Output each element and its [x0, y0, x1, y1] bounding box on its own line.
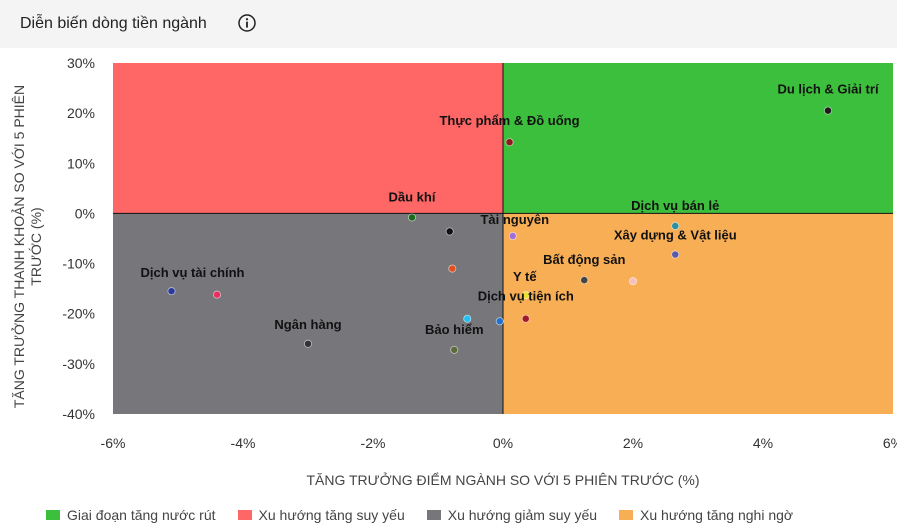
y-tick-label: 10% [67, 155, 95, 171]
legend-item-weakening-uptrend[interactable]: Xu hướng tăng suy yếu [237, 507, 405, 523]
x-tick-label: 2% [623, 435, 643, 451]
data-point[interactable] [508, 231, 517, 240]
data-point-label: Thực phẩm & Đồ uống [439, 113, 579, 128]
data-point[interactable] [824, 106, 833, 115]
quadrant-bottom-right [503, 213, 893, 414]
quadrant-top-right [503, 63, 893, 214]
data-point-label: Dầu khí [389, 189, 436, 204]
x-tick-label: 4% [753, 435, 773, 451]
x-tick-label: -4% [231, 435, 256, 451]
data-point-label: Dịch vụ tiện ích [478, 289, 574, 304]
chart-header: Diễn biến dòng tiền ngành [0, 0, 897, 48]
data-point[interactable] [463, 314, 472, 323]
chart-legend: Giai đoạn tăng nước rút Xu hướng tăng su… [46, 506, 815, 524]
x-tick-label: 6% [883, 435, 897, 451]
x-tick-label: -6% [101, 435, 126, 451]
y-tick-label: 0% [75, 205, 95, 221]
data-point[interactable] [448, 264, 457, 273]
data-point[interactable] [495, 317, 504, 326]
y-tick-label: -10% [62, 256, 95, 272]
legend-item-accelerating[interactable]: Giai đoạn tăng nước rút [46, 507, 216, 523]
data-point[interactable] [212, 290, 221, 299]
legend-label: Giai đoạn tăng nước rút [67, 507, 216, 523]
x-tick-label: 0% [493, 435, 513, 451]
legend-item-doubtful-uptrend[interactable]: Xu hướng tăng nghi ngờ [619, 507, 793, 523]
data-point[interactable] [505, 138, 514, 147]
data-point-label: Xây dựng & Vật liệu [614, 228, 737, 243]
chart-title: Diễn biến dòng tiền ngành [20, 15, 207, 32]
data-point-label: Y tế [513, 269, 537, 284]
data-point[interactable] [629, 277, 638, 286]
data-point[interactable] [671, 250, 680, 259]
data-point[interactable] [580, 276, 589, 285]
legend-swatch [46, 510, 60, 520]
data-point[interactable] [671, 221, 680, 230]
info-circle-icon[interactable] [238, 14, 256, 32]
data-point-label: Bất động sản [543, 252, 625, 267]
legend-swatch [426, 510, 441, 520]
data-point[interactable] [303, 339, 312, 348]
sector-cashflow-scatter-chart: 30% 20% 10% 0% -10% -20% -30% -40% -6% -4% -2% 0% 2%… [10, 55, 897, 488]
data-point-label: Dịch vụ tài chính [140, 265, 244, 280]
data-point[interactable] [167, 287, 176, 296]
y-tick-label: 30% [67, 55, 95, 71]
y-axis-title: TĂNG TRƯỞNG THANH KHOẢN SO VỚI 5 PHIÊNTR… [10, 85, 44, 408]
quadrant-bottom-left [113, 213, 503, 414]
legend-swatch [237, 510, 252, 520]
data-point-label: Bảo hiểm [425, 322, 484, 337]
quadrant-top-left [113, 63, 503, 214]
legend-label: Xu hướng tăng nghi ngờ [640, 507, 794, 523]
legend-item-weakening-downtrend[interactable]: Xu hướng giảm suy yếu [426, 507, 598, 523]
y-tick-label: -30% [62, 356, 95, 372]
x-tick-label: -2% [361, 435, 386, 451]
y-tick-label: -40% [62, 406, 95, 422]
legend-label: Xu hướng giảm suy yếu [447, 507, 598, 523]
data-point[interactable] [521, 291, 530, 300]
data-point-label: Dịch vụ bán lẻ [631, 198, 719, 213]
data-point-label: Ngân hàng [274, 317, 341, 332]
y-tick-label: -20% [62, 306, 95, 322]
data-point-label: Tài nguyên [480, 212, 549, 227]
data-point[interactable] [445, 227, 454, 236]
data-point[interactable] [407, 213, 416, 222]
data-point[interactable] [521, 314, 530, 323]
legend-label: Xu hướng tăng suy yếu [258, 507, 405, 523]
y-tick-label: 20% [67, 105, 95, 121]
legend-swatch [619, 510, 634, 520]
data-point-label: Du lịch & Giải trí [777, 82, 879, 97]
x-axis-title: TĂNG TRƯỞNG ĐIỂM NGÀNH SO VỚI 5 PHIÊN TR… [306, 471, 699, 488]
data-point[interactable] [450, 345, 459, 354]
